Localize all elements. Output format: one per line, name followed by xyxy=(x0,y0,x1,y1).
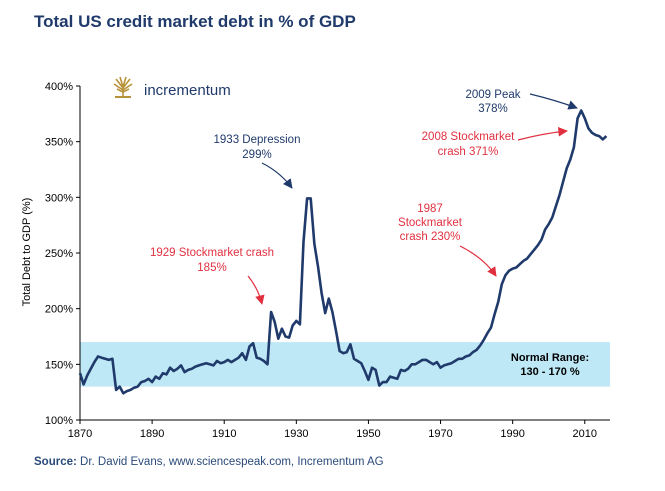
annotation-depression-line2: 299% xyxy=(242,149,271,161)
annotation-2009-line1: 2009 Peak xyxy=(466,89,521,101)
x-tick-label: 1990 xyxy=(500,428,524,440)
x-tick-label: 1950 xyxy=(356,428,380,440)
source-label: Source: xyxy=(34,456,77,468)
annotation-1987-line1: 1987 xyxy=(417,203,443,215)
page-title: Total US credit market debt in % of GDP xyxy=(34,12,356,31)
annotation-2008-line2: crash 371% xyxy=(438,146,499,158)
y-tick-label: 250% xyxy=(45,248,73,260)
annotation-1929-line2: 185% xyxy=(197,262,226,274)
annotation-1987-line2: Stockmarket xyxy=(398,217,463,229)
y-tick-label: 150% xyxy=(45,359,73,371)
annotation-2008-arrow xyxy=(517,127,568,141)
annotation-2009-peak: 2009 Peak 378% xyxy=(466,89,578,115)
normal-range-label-2: 130 - 170 % xyxy=(520,366,580,378)
annotation-1987: 1987 Stockmarket crash 230% xyxy=(398,203,497,277)
tree-icon xyxy=(112,76,134,98)
y-axis-label: Total Debt to GDP (%) xyxy=(21,198,33,307)
annotation-1987-line3: crash 230% xyxy=(400,231,461,243)
annotation-depression-arrow xyxy=(261,162,293,189)
x-tick-label: 1930 xyxy=(284,428,308,440)
y-tick-label: 100% xyxy=(45,415,73,427)
annotation-depression-line1: 1933 Depression xyxy=(214,134,301,146)
annotation-1987-arrow xyxy=(459,245,497,277)
x-tick-label: 1870 xyxy=(68,428,92,440)
y-ticks: 100% 150% 200% 250% 300% 350% 400% xyxy=(45,81,80,427)
x-tick-label: 2010 xyxy=(573,428,597,440)
annotation-1929: 1929 Stockmarket crash 185% xyxy=(150,247,274,305)
x-tick-label: 1890 xyxy=(140,428,164,440)
annotation-2008: 2008 Stockmarket crash 371% xyxy=(422,127,568,158)
annotation-2009-arrow xyxy=(529,93,578,110)
annotation-2009-line2: 378% xyxy=(478,103,507,115)
annotation-2008-line1: 2008 Stockmarket xyxy=(422,131,515,143)
incrementum-logo: incrementum xyxy=(112,76,231,99)
x-tick-label: 1970 xyxy=(428,428,452,440)
y-tick-label: 300% xyxy=(45,192,73,204)
x-ticks: 1870 1890 1910 1930 1950 1970 1990 2010 xyxy=(68,420,597,440)
normal-range-band xyxy=(80,342,610,387)
source-note: Source: Dr. David Evans, www.sciencespea… xyxy=(34,456,384,468)
y-tick-label: 400% xyxy=(45,81,73,93)
y-tick-label: 350% xyxy=(45,137,73,149)
annotation-depression: 1933 Depression 299% xyxy=(214,134,301,189)
annotation-1929-line1: 1929 Stockmarket crash xyxy=(150,247,274,259)
normal-range-label-1: Normal Range: xyxy=(511,352,589,364)
logo-text: incrementum xyxy=(144,82,231,99)
source-text: Dr. David Evans, www.sciencespeak.com, I… xyxy=(76,456,384,468)
annotation-1929-arrow xyxy=(247,275,265,305)
series-line xyxy=(78,109,608,395)
x-tick-label: 1910 xyxy=(212,428,236,440)
y-tick-label: 200% xyxy=(45,304,73,316)
